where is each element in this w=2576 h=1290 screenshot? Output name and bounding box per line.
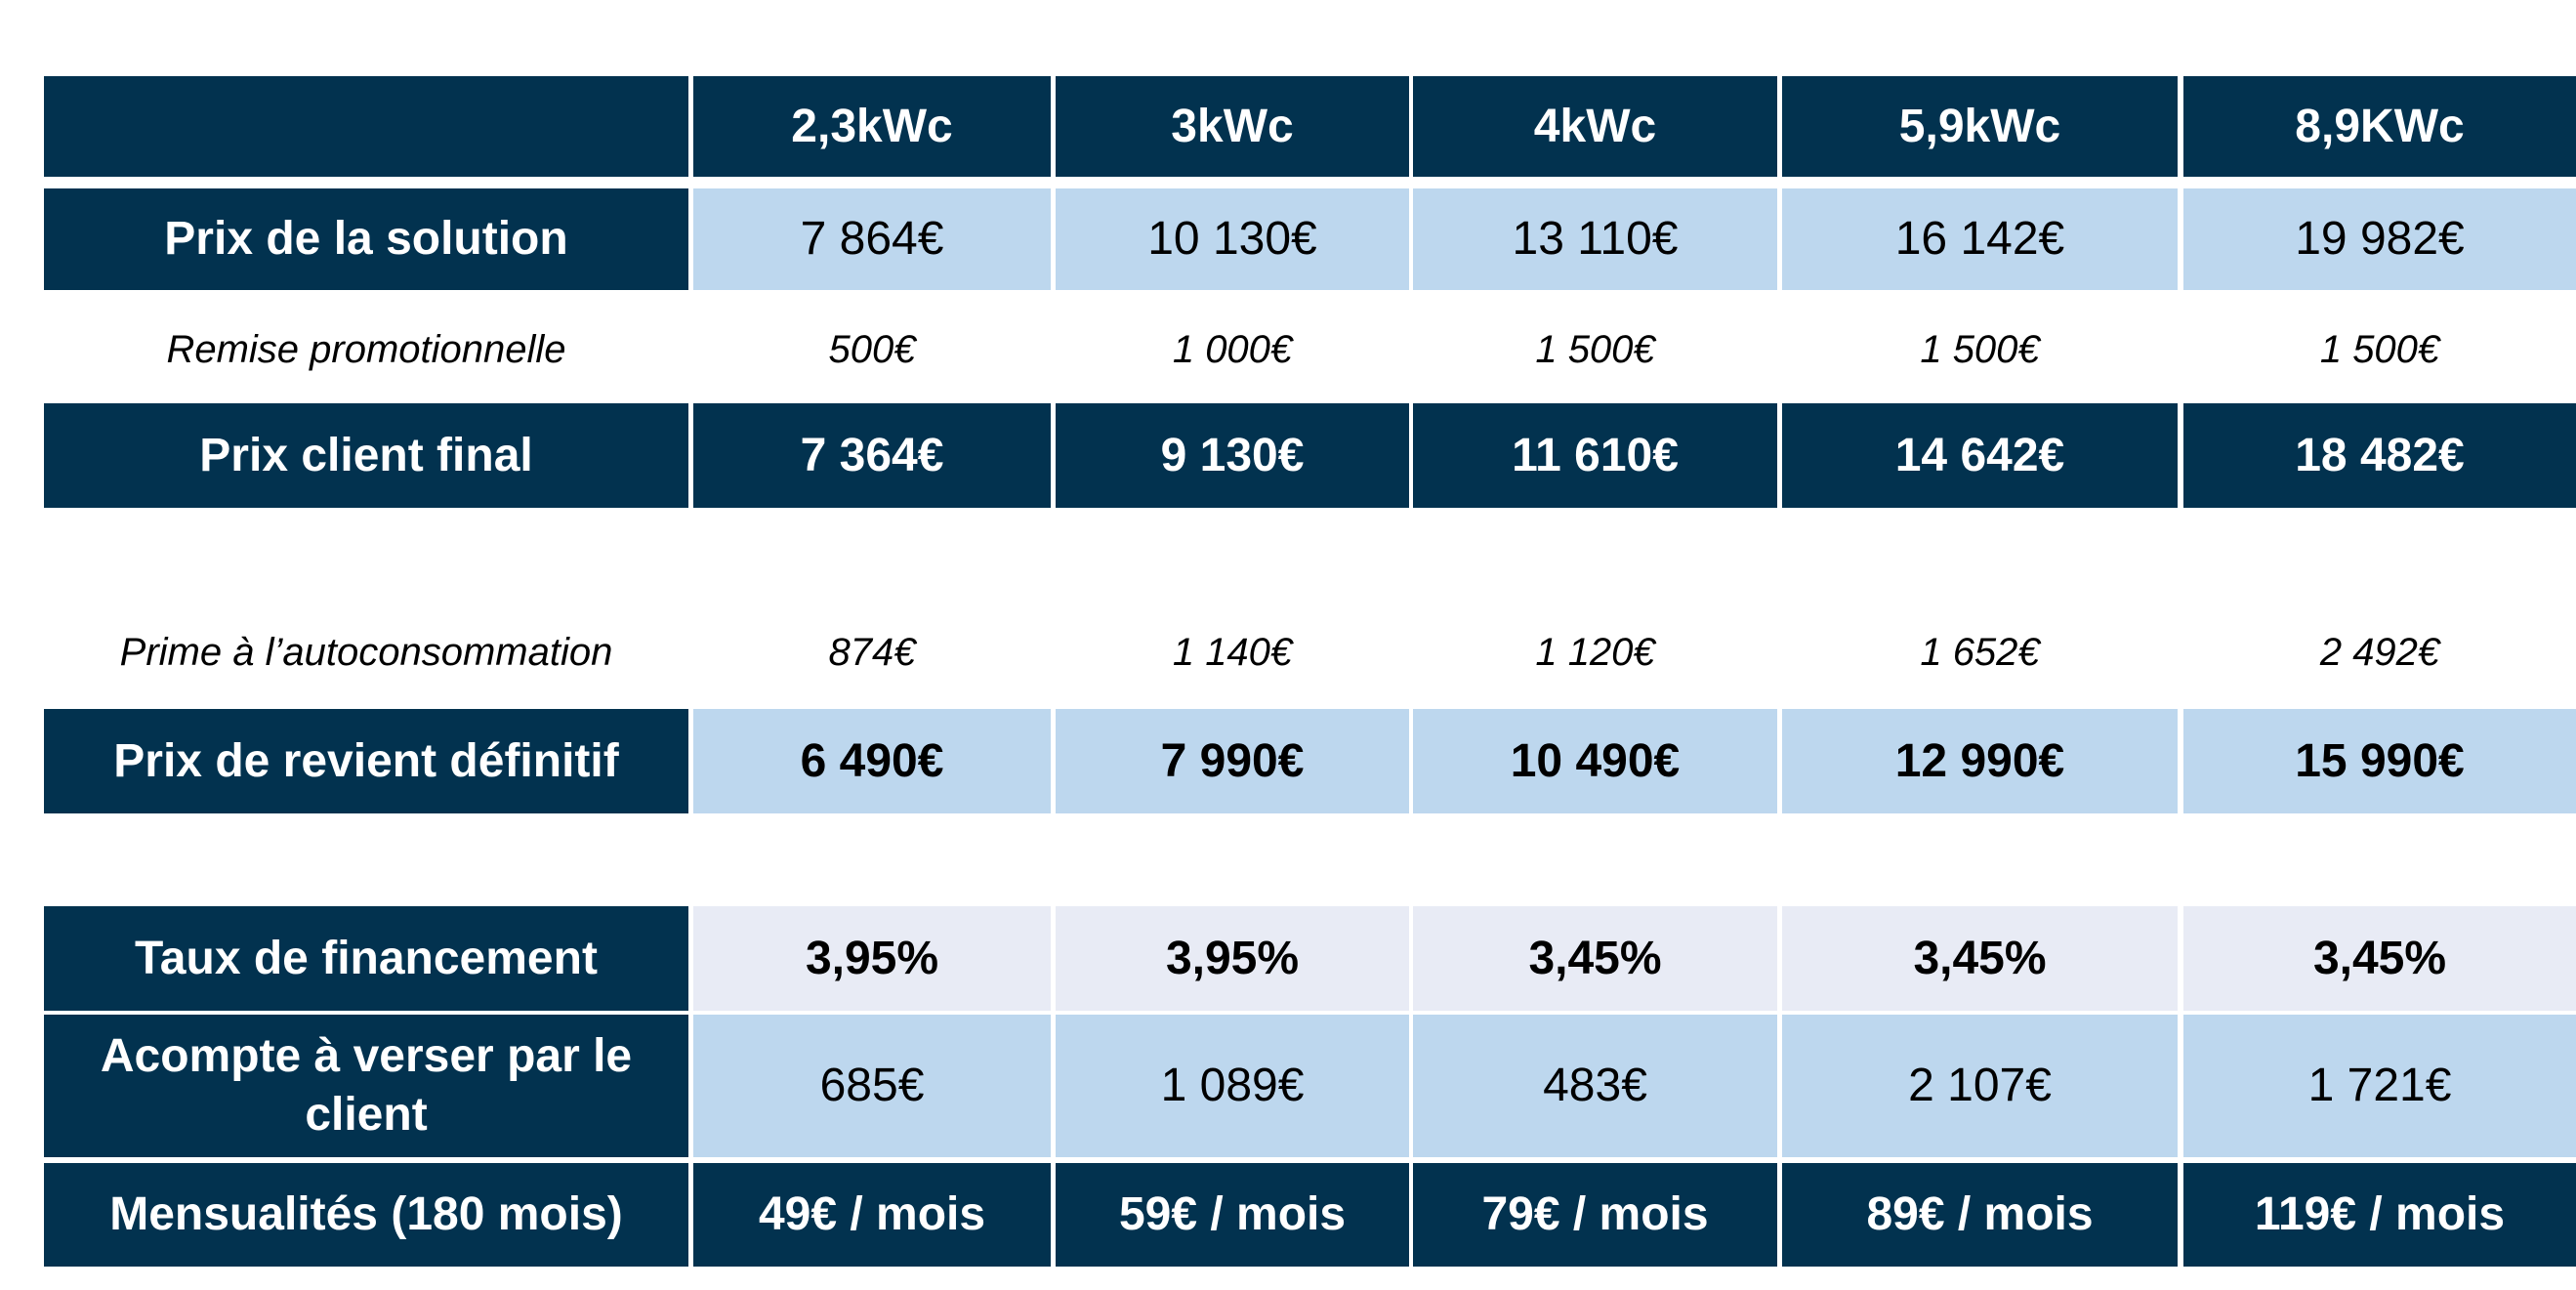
row-taux: Taux de financement 3,95% 3,95% 3,45% 3,… [0, 906, 2576, 1011]
cell-value: 3,45% [2183, 906, 2576, 1011]
column-header-2-3kwc: 2,3kWc [693, 76, 1051, 177]
row-remise: Remise promotionnelle 500€ 1 000€ 1 500€… [0, 303, 2576, 395]
cell-value: 16 142€ [1782, 188, 2178, 290]
cell-value: 874€ [828, 631, 916, 674]
cell-value: 3,95% [1056, 906, 1409, 1011]
cell-value: 500€ [828, 327, 916, 371]
cell-value: 12 990€ [1782, 709, 2178, 813]
row-label-remise: Remise promotionnelle [166, 327, 566, 371]
row-label-acompte: Acompte à verser par le client [44, 1015, 688, 1157]
row-label-prix-solution: Prix de la solution [44, 188, 688, 290]
row-label-taux: Taux de financement [44, 906, 688, 1011]
cell-value: 11 610€ [1413, 403, 1777, 508]
column-header-4kwc: 4kWc [1413, 76, 1777, 177]
cell-value: 9 130€ [1056, 403, 1409, 508]
cell-value: 685€ [693, 1015, 1051, 1157]
cell-value: 7 864€ [693, 188, 1051, 290]
cell-value: 3,45% [1413, 906, 1777, 1011]
row-label-prime: Prime à l’autoconsommation [119, 631, 613, 674]
cell-value: 3,95% [693, 906, 1051, 1011]
header-row: 2,3kWc 3kWc 4kWc 5,9kWc 8,9KWc [0, 76, 2576, 177]
cell-value: 1 500€ [1535, 327, 1655, 371]
cell-value: 1 721€ [2183, 1015, 2576, 1157]
row-label-prix-client-final: Prix client final [44, 403, 688, 508]
cell-value: 3,45% [1782, 906, 2178, 1011]
cell-value: 1 140€ [1172, 631, 1293, 674]
cell-value: 79€ / mois [1413, 1163, 1777, 1267]
row-label-mensualites: Mensualités (180 mois) [44, 1163, 688, 1267]
cell-value: 7 364€ [693, 403, 1051, 508]
cell-value: 1 120€ [1535, 631, 1655, 674]
cell-value: 1 000€ [1172, 327, 1293, 371]
cell-value: 483€ [1413, 1015, 1777, 1157]
cell-value: 59€ / mois [1056, 1163, 1409, 1267]
cell-value: 1 089€ [1056, 1015, 1409, 1157]
cell-value: 18 482€ [2183, 403, 2576, 508]
row-prix-client-final: Prix client final 7 364€ 9 130€ 11 610€ … [0, 403, 2576, 508]
cell-value: 10 130€ [1056, 188, 1409, 290]
cell-value: 14 642€ [1782, 403, 2178, 508]
row-prime: Prime à l’autoconsommation 874€ 1 140€ 1… [0, 605, 2576, 699]
column-header-5-9kwc: 5,9kWc [1782, 76, 2178, 177]
header-corner-cell [44, 76, 688, 177]
cell-value: 2 492€ [2319, 631, 2440, 674]
cell-value: 49€ / mois [693, 1163, 1051, 1267]
cell-value: 19 982€ [2183, 188, 2576, 290]
cell-value: 15 990€ [2183, 709, 2576, 813]
column-header-8-9kwc: 8,9KWc [2183, 76, 2576, 177]
row-prix-revient: Prix de revient définitif 6 490€ 7 990€ … [0, 709, 2576, 813]
cell-value: 119€ / mois [2183, 1163, 2576, 1267]
cell-value: 1 652€ [1920, 631, 2040, 674]
row-prix-solution: Prix de la solution 7 864€ 10 130€ 13 11… [0, 188, 2576, 290]
cell-value: 1 500€ [1920, 327, 2040, 371]
cell-value: 10 490€ [1413, 709, 1777, 813]
cell-value: 7 990€ [1056, 709, 1409, 813]
cell-value: 1 500€ [2319, 327, 2440, 371]
cell-value: 13 110€ [1413, 188, 1777, 290]
cell-value: 2 107€ [1782, 1015, 2178, 1157]
row-acompte: Acompte à verser par le client 685€ 1 08… [0, 1015, 2576, 1157]
row-mensualites: Mensualités (180 mois) 49€ / mois 59€ / … [0, 1163, 2576, 1267]
row-label-prix-revient: Prix de revient définitif [44, 709, 688, 813]
cell-value: 89€ / mois [1782, 1163, 2178, 1267]
cell-value: 6 490€ [693, 709, 1051, 813]
column-header-3kwc: 3kWc [1056, 76, 1409, 177]
